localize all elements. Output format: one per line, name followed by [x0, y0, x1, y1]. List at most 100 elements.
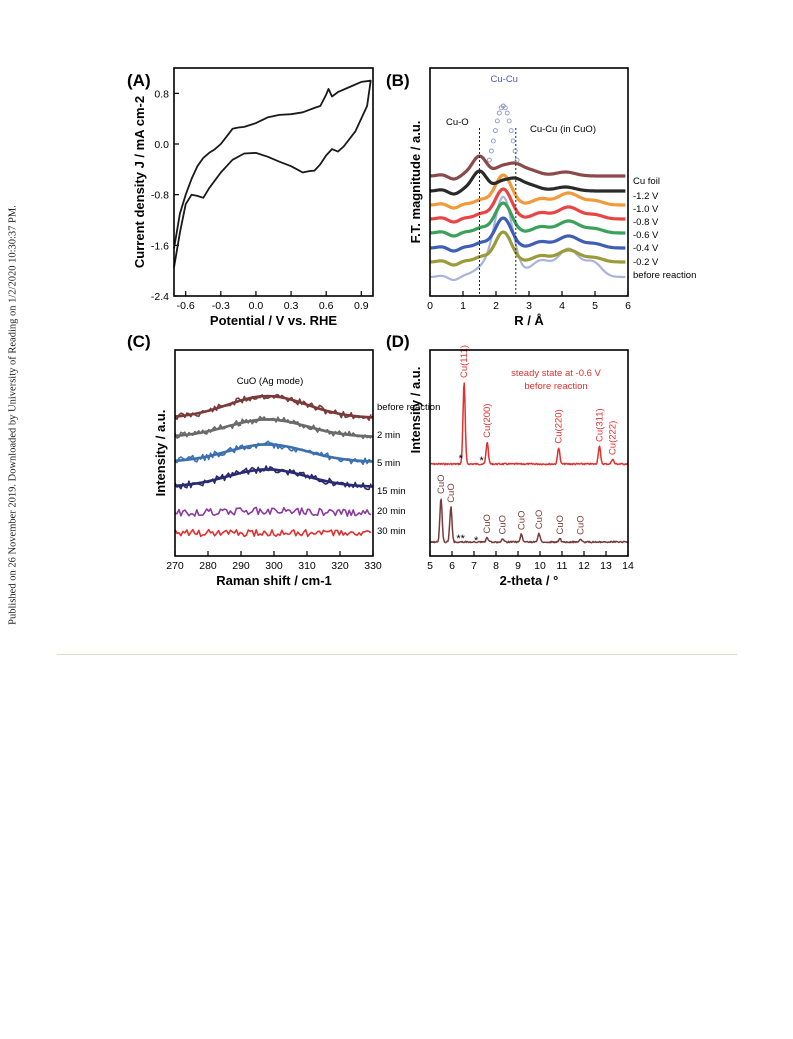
panel-c-xtick-label: 270: [166, 560, 184, 572]
panel-a-xtick-label: 0.3: [284, 300, 299, 312]
panel-d-peak-label: CuO: [516, 511, 527, 531]
panel-d: (D) 5 6 7 8 9 10 11 12 13 14 2-theta / ° Intensity /…: [386, 332, 634, 588]
panel-a-frame: [173, 67, 374, 297]
panel-c-series-30 min: [174, 528, 372, 538]
panel-c-xtick-label: 330: [364, 560, 382, 572]
panel-b-foil-marker: [488, 148, 494, 154]
panel-b-xlabel: R / Å: [514, 313, 544, 328]
panel-d-peak-label: Cu(311): [594, 408, 605, 442]
panel-b-series-label: Cu foil: [633, 176, 660, 187]
panel-b-xtick-label: 5: [592, 300, 598, 312]
panel-c-letter: (C): [127, 332, 151, 351]
panel-d-peak-label: Cu(220): [554, 409, 565, 443]
panel-b-foil-marker: [490, 138, 496, 144]
panel-d-xtick-label: 13: [600, 560, 612, 572]
panel-b-series--1.2 V: [429, 230, 626, 267]
panel-c-series-20 min: [174, 506, 372, 517]
panel-b-series--0.2 V: [429, 169, 626, 196]
panel-c-xtick-label: 280: [199, 560, 217, 572]
panel-d-asterisk: **: [456, 533, 465, 545]
panel-d-series-before reaction: [429, 498, 629, 544]
panel-b-series-Cu foil: [429, 195, 626, 282]
panel-a-cv-curve: [173, 79, 372, 268]
panel-b-xtick-label: 6: [625, 300, 631, 312]
panel-d-peak-label: CuO: [576, 515, 587, 535]
panel-b-series-label: -0.4 V: [633, 243, 659, 254]
panel-c-series-label: 5 min: [377, 458, 400, 469]
section-divider: [57, 654, 737, 655]
panel-c-series-label: 2 min: [377, 430, 400, 441]
panel-b-foil-marker: [506, 118, 512, 124]
panel-a-ytick-label: -2.4: [151, 291, 169, 303]
panel-b-series-label: -1.2 V: [633, 191, 659, 202]
panel-b-xtick-label: 1: [460, 300, 466, 312]
panel-a-xtick-label: 0.9: [354, 300, 369, 312]
panel-d-peak-label: CuO: [446, 483, 457, 503]
panel-d-peak-label: Cu(222): [608, 421, 619, 455]
panel-b-series--0.6 V: [429, 187, 626, 224]
panel-c-xlabel: Raman shift / cm-1: [216, 573, 332, 588]
panel-d-xtick-label: 11: [557, 560, 568, 572]
panel-a-xtick-label: 0.0: [249, 300, 264, 312]
panel-c-xtick-label: 300: [265, 560, 283, 572]
panel-a-ylabel: Current density J / mA cm-2: [132, 96, 147, 268]
panel-c-ylabel: Intensity / a.u.: [153, 410, 168, 497]
panel-b-foil-marker: [496, 110, 502, 116]
panel-b-xtick-label: 0: [427, 300, 433, 312]
panel-c: (C) 270 280 290 300 310 320 330 Raman shift / cm…: [127, 332, 440, 588]
panel-d-peak-label: Cu(200): [482, 404, 493, 438]
panel-b-xtick-label: 2: [493, 300, 499, 312]
panel-b-letter: (B): [386, 71, 410, 90]
panel-a-xtick-label: -0.6: [177, 300, 195, 312]
panel-c-xtick-label: 310: [298, 560, 316, 572]
panel-c-fit-2 min: [174, 418, 374, 438]
panel-b-series-label: -0.2 V: [633, 257, 659, 268]
panel-d-xtick-label: 9: [515, 560, 521, 572]
panel-c-frame: [174, 349, 374, 557]
panel-d-peak-label: CuO: [534, 510, 545, 530]
panel-b-foil-marker: [512, 148, 518, 154]
panel-d-peak-label: CuO: [482, 514, 493, 534]
panel-b-series--1.0 V: [429, 216, 626, 253]
panel-d-legend-steady: steady state at -0.6 V: [511, 368, 601, 379]
panel-d-peak-label: Cu(111): [459, 345, 470, 378]
panel-d-xtick-label: 5: [427, 560, 433, 572]
panel-d-series-steady state at -0.6 V: [429, 382, 629, 466]
panel-b-series-label: -1.0 V: [633, 204, 659, 215]
panel-c-series-label: before reaction: [377, 402, 440, 413]
panel-a: (A) -0.6 -0.3 0.0 0.3 0.6 0.9 0.8 0.0 -0.8 -1.6 -2.…: [127, 71, 372, 328]
panel-d-letter: (D): [386, 332, 410, 351]
panel-b-foil-marker: [514, 157, 520, 163]
panel-a-letter: (A): [127, 71, 151, 90]
panel-c-fit-before reaction: [174, 394, 374, 419]
panel-b-annotation-cucu-cuo: Cu-Cu (in CuO): [530, 124, 596, 135]
panel-b-series-before reaction: [429, 154, 626, 181]
panel-b-foil-marker: [494, 118, 500, 124]
panel-d-asterisk: *: [480, 455, 485, 467]
panel-d-xtick-label: 14: [622, 560, 634, 572]
panel-b-foil-marker: [492, 128, 498, 134]
panel-b-series-label: before reaction: [633, 270, 696, 281]
panel-a-ytick-label: 0.8: [154, 88, 169, 100]
panel-d-xtick-label: 10: [534, 560, 546, 572]
panel-d-xtick-label: 8: [493, 560, 499, 572]
panel-b-annotation-cucu: Cu-Cu: [491, 74, 518, 85]
panel-b-series-label: -0.6 V: [633, 230, 659, 241]
panel-b-ylabel: F.T. magnitude / a.u.: [408, 121, 423, 244]
panel-d-peak-label: CuO: [555, 515, 566, 535]
panel-b: (B) 0 1 2 3 4 5 6 R / Å F.T. magnitude / a.u. Cu f…: [386, 71, 696, 328]
panel-b-foil-marker: [502, 105, 508, 111]
panel-b-frame: [429, 67, 629, 297]
panel-d-asterisk: *: [459, 453, 464, 465]
panel-d-peak-label: CuO: [498, 515, 509, 535]
panel-d-frame: [429, 349, 629, 557]
panel-c-series-before reaction: [174, 393, 372, 421]
panel-d-legend-before: before reaction: [524, 381, 587, 392]
panel-b-xtick-label: 4: [559, 300, 565, 312]
panel-d-xtick-label: 12: [578, 560, 590, 572]
panel-d-xtick-label: 6: [449, 560, 455, 572]
panel-c-fit-5 min: [174, 443, 374, 463]
panel-b-series-label: -0.8 V: [633, 217, 659, 228]
panel-d-xlabel: 2-theta / °: [500, 573, 559, 588]
panel-c-annotation: CuO (Ag mode): [237, 376, 304, 387]
